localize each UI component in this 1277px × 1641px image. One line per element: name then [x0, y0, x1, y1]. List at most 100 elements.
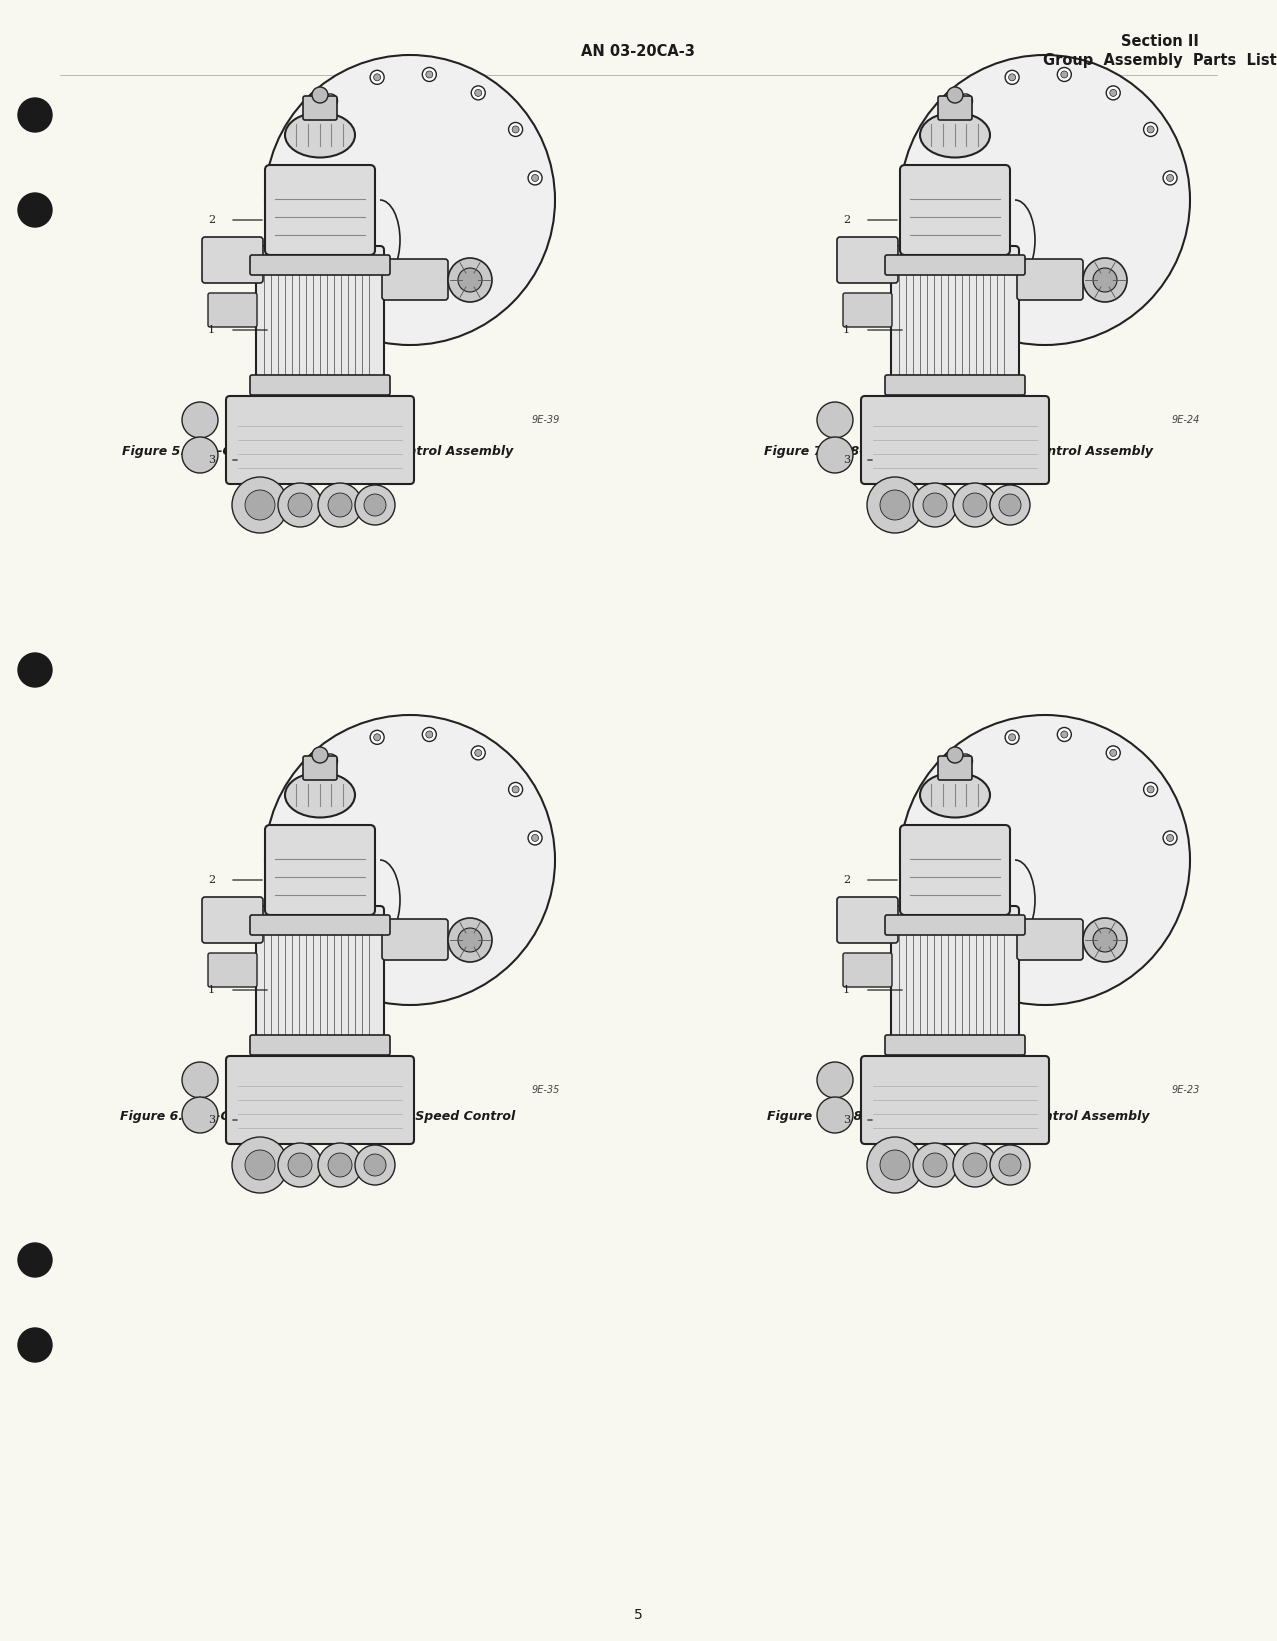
Circle shape: [990, 1145, 1031, 1185]
Circle shape: [312, 747, 328, 763]
FancyBboxPatch shape: [885, 916, 1025, 935]
FancyBboxPatch shape: [382, 259, 448, 300]
Text: 1: 1: [843, 325, 850, 335]
Circle shape: [900, 715, 1190, 1004]
Circle shape: [912, 845, 926, 858]
Text: 9E-39: 9E-39: [531, 415, 561, 425]
FancyBboxPatch shape: [303, 757, 337, 779]
Circle shape: [323, 94, 337, 108]
Circle shape: [423, 67, 437, 82]
Circle shape: [953, 482, 997, 527]
Text: Figure 6. 4G8-G30M, 4G8-G67M Constant Speed Control: Figure 6. 4G8-G30M, 4G8-G67M Constant Sp…: [120, 1109, 516, 1122]
Circle shape: [318, 1144, 361, 1186]
FancyBboxPatch shape: [939, 757, 972, 779]
FancyBboxPatch shape: [891, 906, 1019, 1063]
Ellipse shape: [919, 113, 990, 158]
Circle shape: [370, 730, 384, 745]
Text: 5: 5: [633, 1608, 642, 1621]
Circle shape: [458, 267, 481, 292]
Circle shape: [948, 87, 963, 103]
Circle shape: [278, 1144, 322, 1186]
Circle shape: [18, 653, 52, 688]
Text: 3: 3: [208, 455, 215, 464]
FancyBboxPatch shape: [885, 1035, 1025, 1055]
Circle shape: [370, 71, 384, 84]
Circle shape: [1110, 89, 1117, 97]
Circle shape: [183, 1096, 218, 1132]
FancyBboxPatch shape: [1016, 259, 1083, 300]
Circle shape: [923, 1154, 948, 1177]
Circle shape: [289, 492, 312, 517]
Circle shape: [918, 236, 932, 251]
Circle shape: [327, 758, 335, 765]
Circle shape: [355, 486, 395, 525]
Circle shape: [328, 492, 352, 517]
Circle shape: [1061, 730, 1068, 738]
Circle shape: [999, 1154, 1022, 1177]
Circle shape: [880, 491, 911, 520]
FancyBboxPatch shape: [382, 919, 448, 960]
FancyBboxPatch shape: [226, 1057, 414, 1144]
Circle shape: [1057, 727, 1071, 742]
FancyBboxPatch shape: [861, 1057, 1048, 1144]
Circle shape: [963, 492, 987, 517]
Circle shape: [266, 56, 555, 345]
Circle shape: [448, 258, 492, 302]
Circle shape: [1167, 834, 1174, 842]
Circle shape: [294, 138, 301, 144]
Circle shape: [1005, 730, 1019, 745]
Circle shape: [918, 896, 932, 911]
Ellipse shape: [285, 113, 355, 158]
Circle shape: [531, 174, 539, 182]
Circle shape: [1083, 917, 1128, 962]
FancyBboxPatch shape: [250, 1035, 389, 1055]
Text: 9E-23: 9E-23: [1171, 1085, 1200, 1095]
Text: Figure 5. 4G8-G23G1 Constant Speed Control Assembly: Figure 5. 4G8-G23G1 Constant Speed Contr…: [123, 445, 513, 458]
Circle shape: [1009, 74, 1015, 80]
Circle shape: [959, 94, 973, 108]
Text: Section II: Section II: [1121, 34, 1199, 49]
Circle shape: [914, 189, 922, 195]
Circle shape: [963, 1154, 987, 1177]
FancyBboxPatch shape: [891, 246, 1019, 404]
Circle shape: [280, 848, 287, 855]
FancyBboxPatch shape: [202, 898, 263, 944]
Circle shape: [913, 482, 956, 527]
FancyBboxPatch shape: [250, 916, 389, 935]
FancyBboxPatch shape: [250, 254, 389, 276]
Circle shape: [425, 730, 433, 738]
Circle shape: [18, 1242, 52, 1277]
Circle shape: [245, 1150, 275, 1180]
FancyBboxPatch shape: [208, 953, 257, 986]
FancyBboxPatch shape: [255, 246, 384, 404]
Text: 2: 2: [843, 215, 850, 225]
Text: 1: 1: [843, 985, 850, 994]
FancyBboxPatch shape: [255, 906, 384, 1063]
Circle shape: [512, 126, 518, 133]
Circle shape: [183, 402, 218, 438]
Circle shape: [999, 494, 1022, 515]
Circle shape: [18, 98, 52, 131]
Circle shape: [276, 845, 290, 858]
Circle shape: [287, 899, 294, 907]
Circle shape: [1106, 747, 1120, 760]
Circle shape: [913, 1144, 956, 1186]
Circle shape: [817, 1062, 853, 1098]
FancyBboxPatch shape: [843, 953, 893, 986]
FancyBboxPatch shape: [885, 254, 1025, 276]
Text: 2: 2: [843, 875, 850, 884]
FancyBboxPatch shape: [266, 166, 375, 254]
Text: 3: 3: [208, 1114, 215, 1126]
Ellipse shape: [285, 773, 355, 817]
Circle shape: [1083, 258, 1128, 302]
Circle shape: [1147, 786, 1154, 793]
FancyBboxPatch shape: [939, 97, 972, 120]
Circle shape: [374, 734, 381, 740]
FancyBboxPatch shape: [208, 294, 257, 327]
Text: Control Assemblies: Control Assemblies: [250, 1126, 386, 1139]
Circle shape: [18, 194, 52, 226]
Circle shape: [18, 1328, 52, 1362]
Circle shape: [312, 87, 328, 103]
FancyBboxPatch shape: [836, 236, 898, 282]
Circle shape: [471, 85, 485, 100]
